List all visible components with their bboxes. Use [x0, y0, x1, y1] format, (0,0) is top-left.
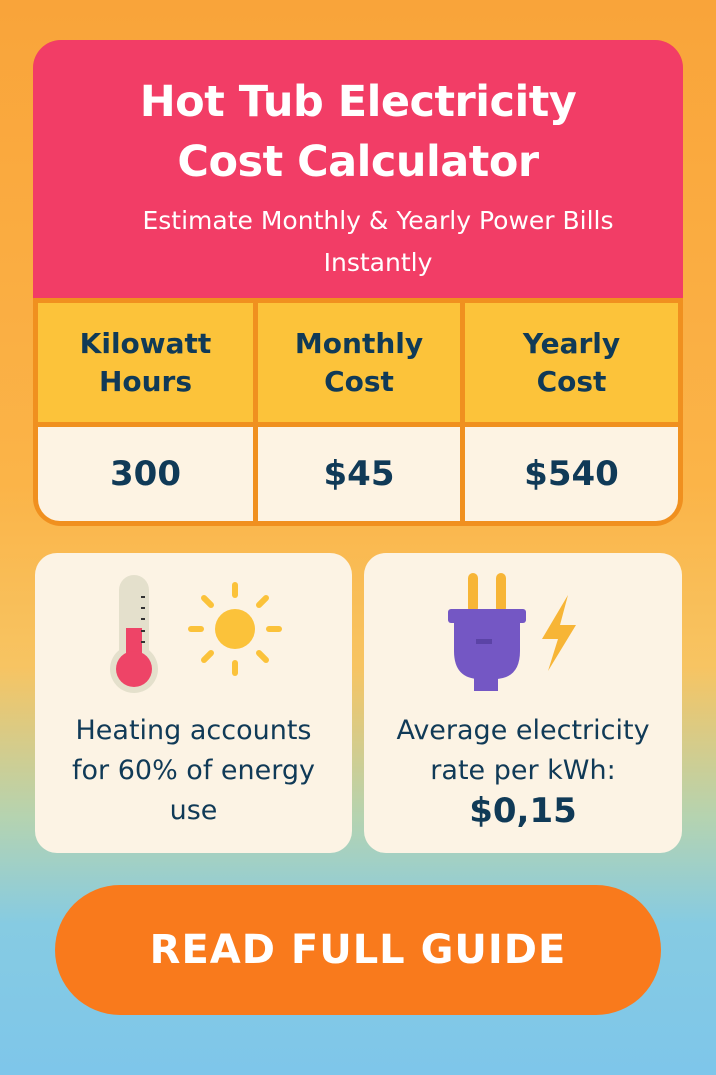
column-header-kwh: Kilowatt Hours	[38, 303, 253, 422]
sun-icon	[188, 582, 282, 676]
title-line-2: Cost Calculator	[177, 137, 539, 187]
heating-info-card: Heating accounts for 60% of energy use	[35, 553, 352, 853]
value-kwh: 300	[38, 427, 253, 521]
rate-info-card: Average electricity rate per kWh: $0,15	[364, 553, 682, 853]
value-yearly: $540	[465, 427, 678, 521]
plug-icon	[448, 573, 526, 691]
rate-text: Average electricity rate per kWh: $0,15	[374, 711, 672, 831]
read-full-guide-button[interactable]: READ FULL GUIDE	[55, 885, 661, 1015]
rate-value: $0,15	[469, 791, 577, 831]
value-monthly: $45	[258, 427, 460, 521]
header: Hot Tub Electricity Cost Calculator Estim…	[33, 40, 683, 298]
subtitle: Estimate Monthly & Yearly Power Bills In…	[142, 206, 614, 277]
lightning-icon	[542, 595, 576, 671]
title-line-1: Hot Tub Electricity	[139, 77, 577, 127]
thermometer-icon	[110, 575, 158, 693]
cost-table: Kilowatt Hours Monthly Cost Yearly Cost …	[38, 303, 678, 521]
rate-label: Average electricity rate per kWh:	[396, 715, 650, 786]
heating-text: Heating accounts for 60% of energy use	[72, 715, 315, 826]
page-title: Hot Tub Electricity Cost Calculator	[33, 72, 683, 192]
calculator-card: Hot Tub Electricity Cost Calculator Estim…	[33, 40, 683, 526]
column-header-yearly: Yearly Cost	[465, 303, 678, 422]
column-header-monthly: Monthly Cost	[258, 303, 460, 422]
